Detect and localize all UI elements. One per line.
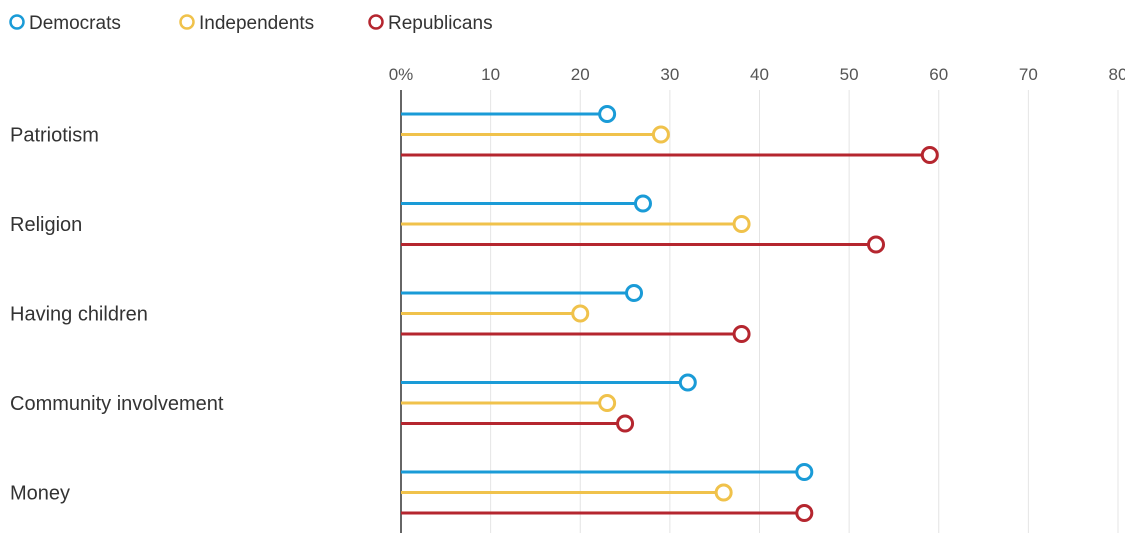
point-religion-republicans xyxy=(867,235,886,254)
point-having-children-independents xyxy=(571,304,590,323)
point-having-children-democrats xyxy=(625,284,644,302)
point-patriotism-independents xyxy=(651,125,670,144)
point-money-democrats xyxy=(795,463,814,481)
category-label-community-involvement: Community involvement xyxy=(10,393,224,415)
point-community-involvement-democrats xyxy=(678,373,697,392)
tick-label-10: 10 xyxy=(481,65,500,84)
category-label-patriotism: Patriotism xyxy=(10,125,99,147)
legend-marker-republicans xyxy=(368,14,384,30)
tick-label-0: 0% xyxy=(389,65,414,84)
legend-label-republicans: Republicans xyxy=(388,13,493,34)
point-money-republicans xyxy=(795,504,814,522)
legend-label-independents: Independents xyxy=(199,13,314,34)
point-religion-democrats xyxy=(633,194,652,213)
point-community-involvement-independents xyxy=(598,394,617,412)
tick-label-60: 60 xyxy=(929,65,948,84)
category-label-religion: Religion xyxy=(10,214,82,236)
category-label-money: Money xyxy=(10,483,70,505)
point-patriotism-democrats xyxy=(598,105,617,123)
point-money-independents xyxy=(714,483,733,502)
tick-label-50: 50 xyxy=(840,65,859,84)
tick-label-20: 20 xyxy=(571,65,590,84)
category-label-having-children: Having children xyxy=(10,304,148,326)
tick-label-70: 70 xyxy=(1019,65,1038,84)
category-labels: Patriotism Religion Having children Communi… xyxy=(10,125,224,505)
point-religion-independents xyxy=(732,215,751,233)
legend-marker-independents xyxy=(179,14,195,30)
legend: Democrats Independents Republicans xyxy=(9,13,493,34)
gridlines xyxy=(490,90,1119,533)
point-community-involvement-republicans xyxy=(616,414,635,433)
tick-label-80: 80 xyxy=(1109,65,1125,84)
x-axis-ticks: 0% 10 20 30 40 50 60 70 80 xyxy=(389,65,1125,84)
point-having-children-republicans xyxy=(732,325,751,343)
tick-label-40: 40 xyxy=(750,65,769,84)
tick-label-30: 30 xyxy=(660,65,679,84)
data-marks xyxy=(401,105,939,522)
legend-marker-democrats xyxy=(9,14,25,30)
point-patriotism-republicans xyxy=(920,146,939,164)
legend-label-democrats: Democrats xyxy=(29,13,121,34)
